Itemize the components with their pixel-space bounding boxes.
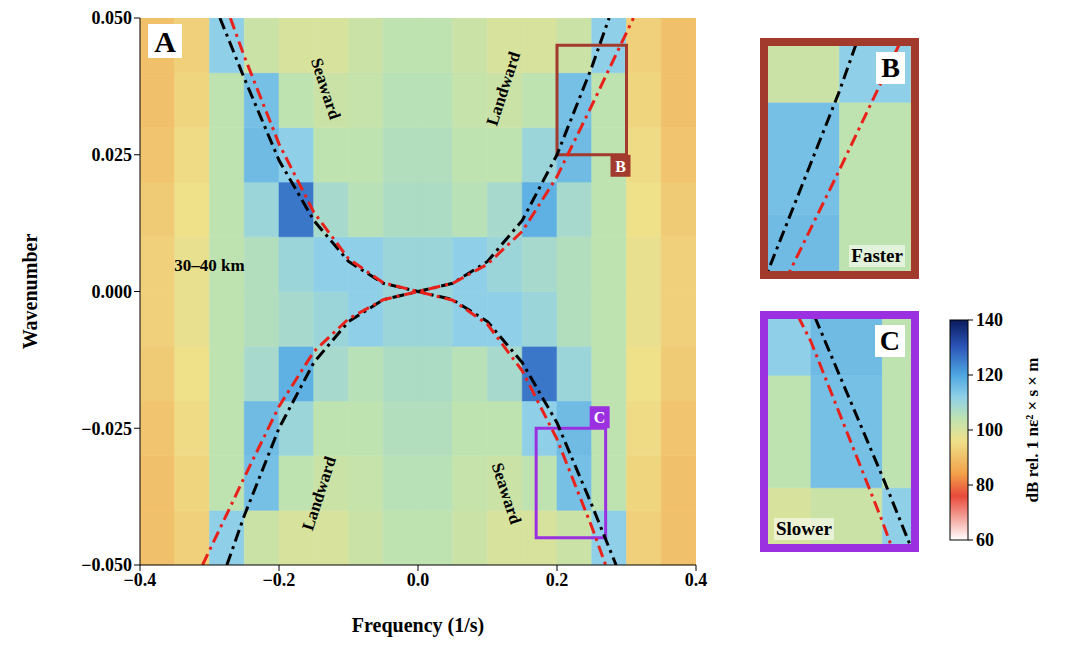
svg-text:Frequency (1/s): Frequency (1/s) — [352, 614, 484, 637]
svg-text:−0.2: −0.2 — [263, 570, 296, 590]
svg-text:0.000: 0.000 — [92, 282, 133, 302]
html-text:Faster: Faster — [851, 245, 903, 266]
svg-text:B: B — [615, 158, 626, 175]
svg-text:C: C — [594, 409, 606, 426]
html-text:C: C — [879, 325, 900, 356]
svg-text:0.0: 0.0 — [407, 570, 430, 590]
html-text:Slower: Slower — [776, 518, 832, 539]
svg-text:30–40 km: 30–40 km — [174, 256, 244, 275]
svg-text:Landward: Landward — [298, 454, 340, 533]
svg-text:140: 140 — [976, 310, 1003, 330]
svg-text:80: 80 — [976, 475, 994, 495]
svg-text:0.025: 0.025 — [92, 145, 133, 165]
svg-text:0.050: 0.050 — [92, 8, 133, 28]
svg-text:Landward: Landward — [482, 49, 524, 128]
svg-text:−0.025: −0.025 — [81, 419, 132, 439]
html-text:B: B — [881, 52, 900, 83]
svg-text:Seaward: Seaward — [307, 56, 345, 123]
svg-text:100: 100 — [976, 420, 1003, 440]
svg-text:−0.4: −0.4 — [123, 569, 157, 590]
svg-text:0.2: 0.2 — [546, 570, 569, 590]
svg-text:Seaward: Seaward — [488, 460, 526, 527]
svg-text:dB rel. 1 nε² × s × m: dB rel. 1 nε² × s × m — [1023, 358, 1042, 503]
svg-text:60: 60 — [976, 530, 994, 550]
svg-text:0.4: 0.4 — [685, 570, 708, 590]
svg-text:120: 120 — [976, 365, 1003, 385]
svg-text:A: A — [154, 25, 176, 58]
svg-text:−0.050: −0.050 — [81, 555, 132, 575]
svg-text:Wavenumber: Wavenumber — [19, 234, 41, 350]
